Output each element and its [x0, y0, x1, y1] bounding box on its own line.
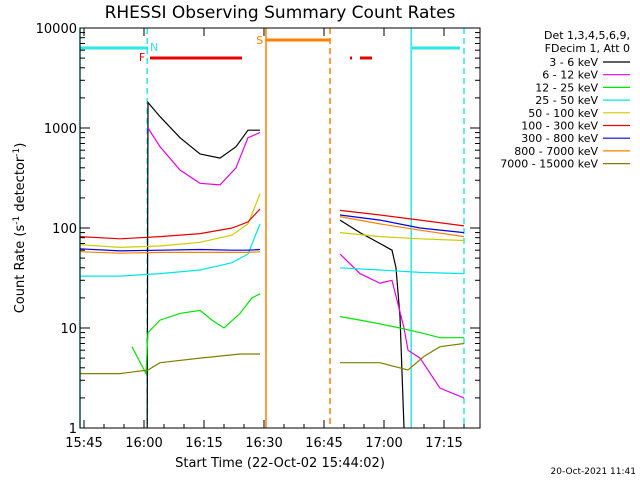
x-tick-label-2: 16:15: [185, 436, 222, 451]
legend-label-3: 25 - 50 keV: [535, 94, 598, 107]
y-tick-label-3: 1000: [44, 122, 77, 137]
legend-label-7: 800 - 7000 keV: [514, 145, 598, 158]
y-tick-label-2: 100: [52, 222, 77, 237]
legend-label-5: 100 - 300 keV: [521, 120, 598, 133]
series-line-6-1: [339, 214, 465, 234]
series-line-8-1: [340, 342, 465, 371]
series-line-3-1: [339, 267, 465, 275]
legend: Det 1,3,4,5,6,9, FDecim 1, Att 0 3 - 6 k…: [500, 29, 630, 171]
y-axis-label-exp2: -1: [12, 148, 22, 157]
y-tick-label-0: 1: [69, 422, 77, 437]
series-line-7-1: [339, 216, 465, 238]
series-line-4-1: [339, 232, 465, 242]
x-tick-label-0: 15:45: [65, 436, 102, 451]
y-axis-label: Count Rate (s-1 detector-1): [12, 143, 28, 314]
series-line-1-1: [339, 253, 465, 399]
legend-label-1: 6 - 12 keV: [542, 69, 598, 82]
saa-flag-label: S: [256, 34, 263, 47]
x-tick-label-3: 16:30: [245, 436, 282, 451]
legend-label-6: 300 - 800 keV: [521, 132, 598, 145]
legend-label-8: 7000 - 15000 keV: [500, 158, 598, 171]
series-line-6-0: [79, 248, 261, 252]
series-line-5-1: [339, 209, 465, 227]
series-line-7-0: [79, 251, 261, 254]
timestamp: 20-Oct-2021 11:41: [551, 467, 636, 477]
x-axis: 15:45 16:00 16:15 16:30 16:45 17:00 17:15: [65, 28, 465, 451]
night-flag-label: N: [150, 41, 158, 54]
series-line-0-1: [339, 219, 405, 429]
x-tick-label-5: 17:00: [365, 436, 402, 451]
y-axis-label-exp1: -1: [12, 216, 22, 225]
y-axis: 1 10 100 1000 10000: [36, 22, 480, 437]
legend-label-4: 50 - 100 keV: [528, 107, 598, 120]
x-tick-label-4: 16:45: [305, 436, 342, 451]
series-line-8-0: [80, 353, 260, 375]
x-tick-label-1: 16:00: [125, 436, 162, 451]
series-line-2-0: [131, 293, 261, 376]
series-line-5-0: [79, 208, 261, 240]
legend-header-line1: Det 1,3,4,5,6,9,: [544, 29, 630, 42]
chart-title: RHESSI Observing Summary Count Rates: [105, 3, 456, 23]
series-line-1-0: [147, 127, 261, 186]
legend-label-2: 12 - 25 keV: [535, 81, 598, 94]
legend-header-line2: FDecim 1, Att 0: [545, 42, 630, 55]
plot-area: NF S: [79, 28, 465, 429]
series-line-2-1: [339, 316, 464, 339]
series-line-0-0: [146, 100, 260, 429]
x-tick-label-6: 17:15: [425, 436, 462, 451]
y-tick-label-4: 10000: [36, 22, 77, 37]
series-line-3-0: [80, 223, 261, 277]
y-tick-label-1: 10: [60, 322, 77, 337]
x-axis-label: Start Time (22-Oct-02 15:44:02): [175, 456, 385, 471]
flare-flag-label: F: [139, 51, 145, 64]
legend-label-0: 3 - 6 keV: [549, 56, 598, 69]
series-line-4-0: [79, 193, 261, 249]
